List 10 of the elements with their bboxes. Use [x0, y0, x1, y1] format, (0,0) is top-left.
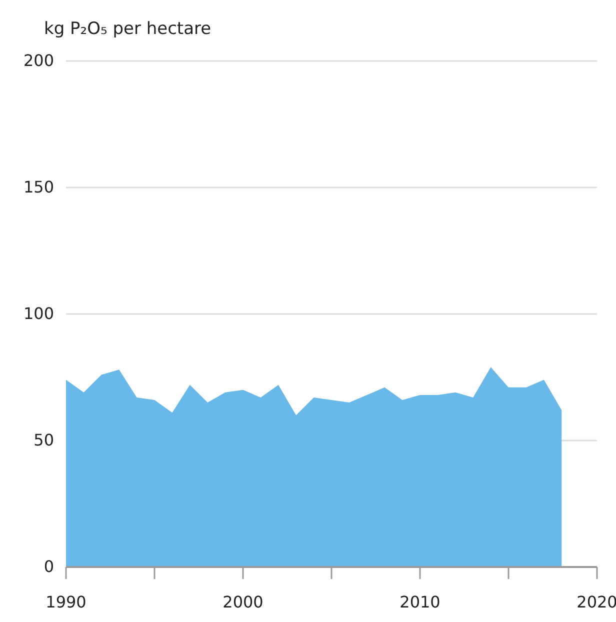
- x-tick-label: 2010: [400, 592, 440, 612]
- y-tick-label: 50: [34, 430, 54, 450]
- x-tick-label: 2000: [222, 592, 264, 612]
- x-tick-label: 1990: [46, 592, 86, 612]
- y-axis-title: kg P₂O₅ per hectare: [44, 19, 212, 39]
- y-tick-label: 0: [44, 557, 54, 576]
- y-tick-label: 200: [23, 51, 54, 70]
- x-tick-label: 2020: [576, 592, 616, 612]
- y-tick-label: 150: [23, 178, 54, 197]
- y-tick-label: 100: [23, 304, 54, 324]
